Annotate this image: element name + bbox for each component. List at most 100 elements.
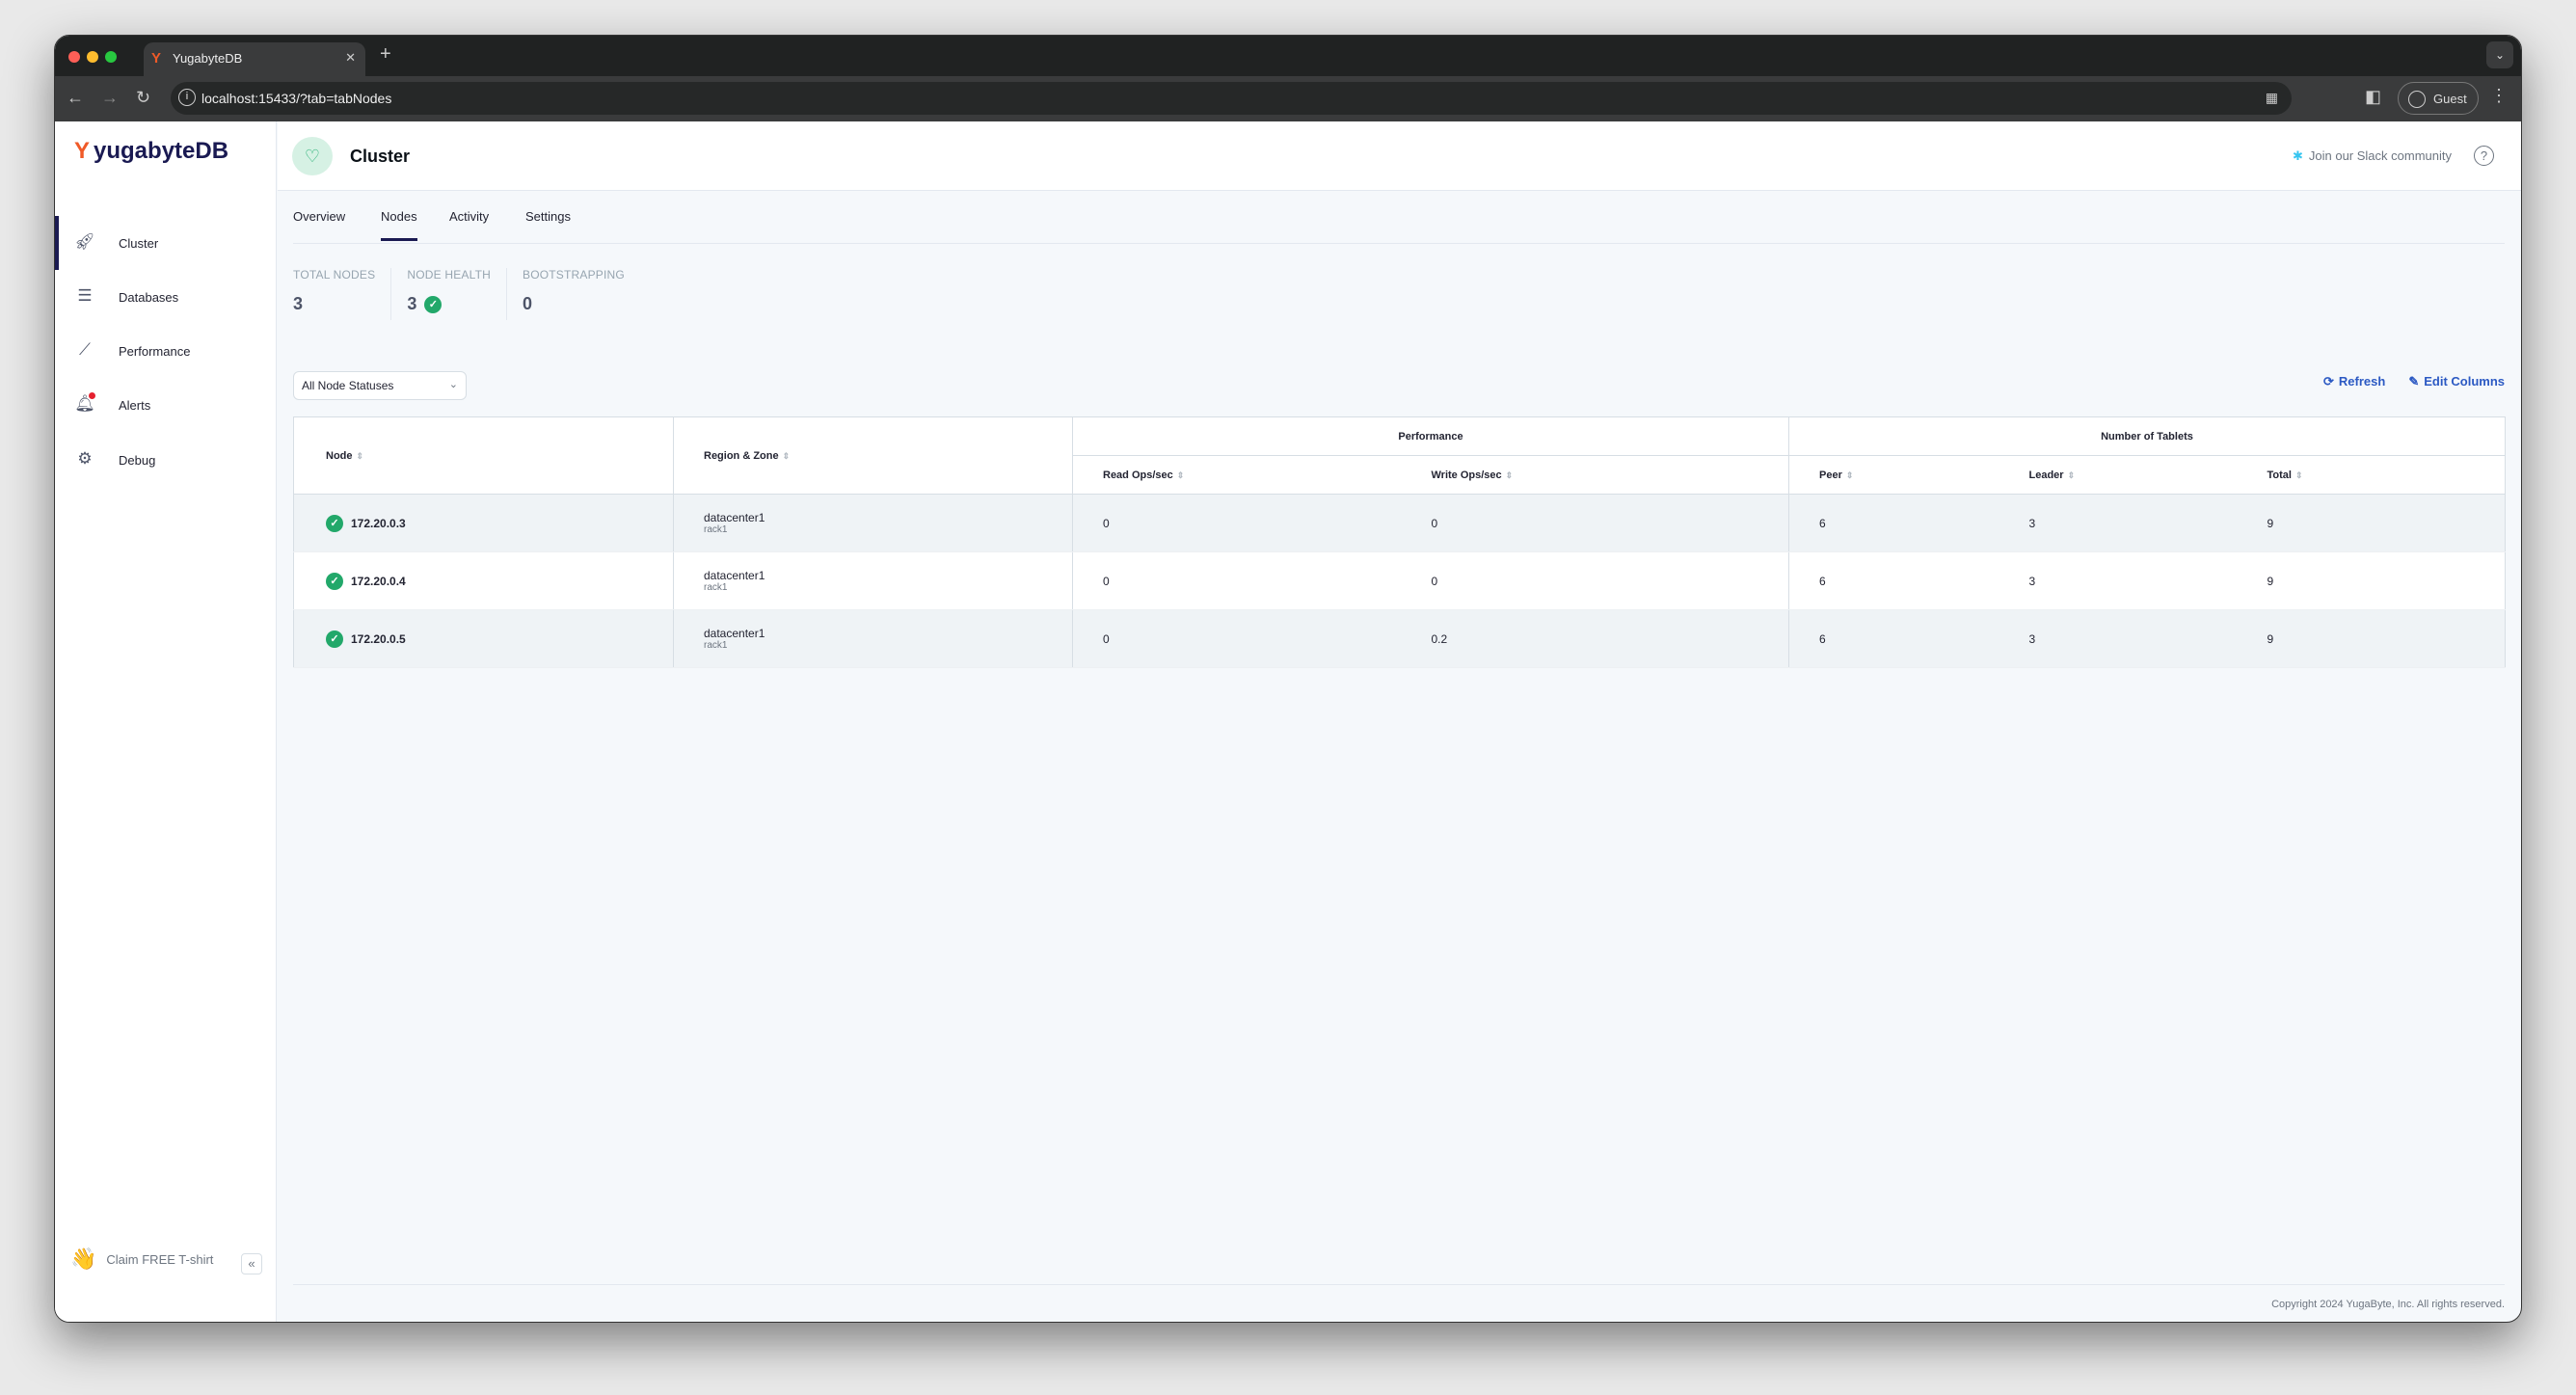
slack-label: Join our Slack community xyxy=(2308,148,2452,163)
cell-region: datacenter1 rack1 xyxy=(673,494,1073,552)
column-group-tablets: Number of Tablets xyxy=(1788,416,2506,456)
page-title: Cluster xyxy=(350,147,411,166)
stat-total-nodes: TOTAL NODES 3 xyxy=(293,268,392,320)
cell-total: 9 xyxy=(2267,551,2506,610)
cell-peer: 6 xyxy=(1788,494,2029,552)
column-header-read-ops[interactable]: Read Ops/sec ⇕ xyxy=(1072,455,1432,495)
sort-icon[interactable]: ⇕ xyxy=(2294,469,2303,480)
cell-write-ops: 0 xyxy=(1431,551,1789,610)
stat-value: 0 xyxy=(523,294,533,313)
nodes-table: Node ⇕ Region & Zone ⇕ Performance Number … xyxy=(293,416,2506,668)
sidebar-item-performance[interactable]: ⟋ Performance xyxy=(55,324,277,378)
site-info-icon[interactable]: i xyxy=(178,89,196,106)
sidebar-item-label: Debug xyxy=(119,452,156,468)
url-text: localhost:15433/?tab=tabNodes xyxy=(201,91,392,106)
refresh-button[interactable]: ⟳ Refresh xyxy=(2323,374,2385,389)
sort-icon[interactable]: ⇕ xyxy=(1505,469,1514,480)
new-tab-button[interactable]: + xyxy=(380,43,391,65)
sort-icon[interactable]: ⇕ xyxy=(356,450,364,461)
qr-code-icon[interactable]: ▦ xyxy=(2265,90,2278,105)
slack-icon: ✱ xyxy=(2292,148,2303,163)
tab-nodes[interactable]: Nodes xyxy=(381,209,417,241)
copyright-text: Copyright 2024 YugaByte, Inc. All rights… xyxy=(2271,1299,2505,1310)
url-input[interactable]: i localhost:15433/?tab=tabNodes ▦ xyxy=(171,82,2292,115)
profile-button[interactable]: Guest xyxy=(2398,82,2479,115)
stat-bootstrapping: BOOTSTRAPPING 0 xyxy=(523,268,640,320)
main-content: Overview Nodes Activity Settings TOTAL N… xyxy=(293,191,2506,1322)
sidebar-item-alerts[interactable]: 🔔︎ Alerts xyxy=(55,378,277,432)
header-label: Total xyxy=(2267,469,2292,481)
node-status-filter[interactable]: All Node Statuses ⌄ xyxy=(293,371,467,400)
sidebar-item-debug[interactable]: ⚙ Debug xyxy=(55,433,277,487)
tab-settings[interactable]: Settings xyxy=(525,209,571,224)
column-header-node[interactable]: Node ⇕ xyxy=(293,416,674,495)
collapse-sidebar-button[interactable]: « xyxy=(241,1253,262,1274)
browser-tab[interactable]: Y YugabyteDB ✕ xyxy=(144,42,365,76)
page-header: ♡ Cluster ✱ Join our Slack community ? xyxy=(278,121,2521,191)
column-header-peer[interactable]: Peer ⇕ xyxy=(1788,455,2029,495)
slack-community-link[interactable]: ✱ Join our Slack community xyxy=(2293,148,2452,164)
user-icon xyxy=(2408,91,2426,108)
reload-icon[interactable]: ↻ xyxy=(136,88,151,107)
browser-tab-bar: Y YugabyteDB ✕ + ⌄ xyxy=(55,36,2521,76)
cell-node: ✓ 172.20.0.5 xyxy=(293,609,674,668)
footer-divider xyxy=(293,1284,2505,1285)
rocket-icon: 🚀︎ xyxy=(74,232,95,251)
maximize-window-button[interactable] xyxy=(105,51,117,63)
tab-search-button[interactable]: ⌄ xyxy=(2486,41,2513,68)
cell-region: datacenter1 rack1 xyxy=(673,551,1073,610)
yugabyte-favicon-icon: Y xyxy=(151,50,162,67)
column-header-region[interactable]: Region & Zone ⇕ xyxy=(673,416,1073,495)
cell-read-ops: 0 xyxy=(1072,609,1432,668)
alert-badge xyxy=(89,392,95,399)
column-header-leader[interactable]: Leader ⇕ xyxy=(2028,455,2267,495)
sidebar-item-label: Cluster xyxy=(119,235,159,251)
column-header-total[interactable]: Total ⇕ xyxy=(2267,455,2506,495)
check-circle-icon: ✓ xyxy=(326,572,343,590)
sort-icon[interactable]: ⇕ xyxy=(782,450,791,461)
back-icon[interactable]: ← xyxy=(67,88,84,107)
tab-overview[interactable]: Overview xyxy=(293,209,346,224)
forward-icon[interactable]: → xyxy=(101,88,119,107)
sort-icon[interactable]: ⇕ xyxy=(2067,469,2076,480)
header-label: Read Ops/sec xyxy=(1103,469,1173,481)
edit-columns-button[interactable]: ✎ Edit Columns xyxy=(2408,374,2505,389)
sort-icon[interactable]: ⇕ xyxy=(1176,469,1185,480)
cell-node: ✓ 172.20.0.3 xyxy=(293,494,674,552)
column-header-write-ops[interactable]: Write Ops/sec ⇕ xyxy=(1431,455,1789,495)
refresh-icon: ⟳ xyxy=(2322,374,2334,389)
pencil-icon: ✎ xyxy=(2408,374,2420,389)
waving-hand-icon: 👋 xyxy=(70,1247,97,1271)
bell-icon: 🔔︎ xyxy=(74,392,95,413)
stat-label: NODE HEALTH xyxy=(407,268,491,282)
check-circle-icon: ✓ xyxy=(424,295,443,313)
stat-value: 3 xyxy=(407,294,417,313)
address-bar-row: ← → ↻ i localhost:15433/?tab=tabNodes ▦ ◧ … xyxy=(55,76,2521,121)
sidebar-item-cluster[interactable]: 🚀︎ Cluster xyxy=(55,216,277,270)
close-window-button[interactable] xyxy=(68,51,80,63)
close-tab-icon[interactable]: ✕ xyxy=(345,50,356,65)
stat-value: 3 xyxy=(293,294,304,313)
help-button[interactable]: ? xyxy=(2474,146,2494,166)
table-row[interactable]: ✓ 172.20.0.4 datacenter1 rack1 0 0 6 3 9 xyxy=(293,551,2506,610)
tab-activity[interactable]: Activity xyxy=(449,209,490,224)
minimize-window-button[interactable] xyxy=(87,51,98,63)
heart-check-icon: ♡ xyxy=(292,137,333,175)
claim-tshirt-link[interactable]: 👋 Claim FREE T-shirt xyxy=(70,1247,213,1272)
sidebar-item-databases[interactable]: ☰ Databases xyxy=(55,270,277,324)
cell-write-ops: 0.2 xyxy=(1431,609,1789,668)
region-text: datacenter1 xyxy=(704,511,765,524)
cell-read-ops: 0 xyxy=(1072,551,1432,610)
table-row[interactable]: ✓ 172.20.0.3 datacenter1 rack1 0 0 6 3 9 xyxy=(293,494,2506,552)
header-label: Write Ops/sec xyxy=(1431,469,1502,481)
header-label: Region & Zone xyxy=(704,449,779,462)
table-row[interactable]: ✓ 172.20.0.5 datacenter1 rack1 0 0.2 6 3 9 xyxy=(293,609,2506,668)
profile-label: Guest xyxy=(2433,92,2467,106)
sort-icon[interactable]: ⇕ xyxy=(1845,469,1854,480)
browser-menu-icon[interactable]: ⋮ xyxy=(2490,86,2508,105)
cell-leader: 3 xyxy=(2028,551,2267,610)
sidebar-item-label: Alerts xyxy=(119,397,151,413)
chart-line-icon: ⟋ xyxy=(79,340,91,359)
side-panel-icon[interactable]: ◧ xyxy=(2365,87,2382,106)
